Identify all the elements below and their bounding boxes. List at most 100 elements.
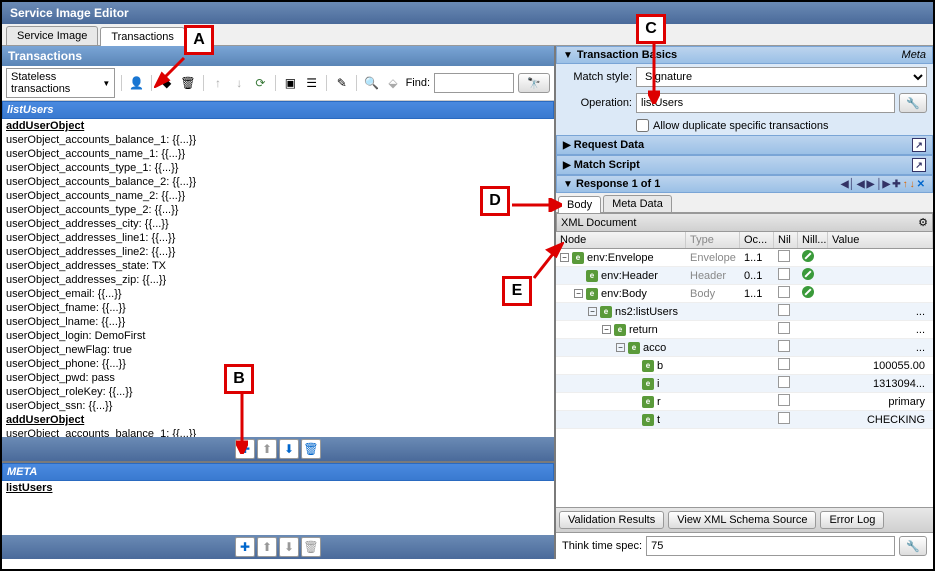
meta-header[interactable]: META (2, 463, 554, 481)
meta-toolbar: ✚ ⬆ ⬇ 🗑 (2, 535, 554, 559)
tx-list-header[interactable]: listUsers (2, 101, 554, 119)
tx-item[interactable]: userObject_accounts_balance_2: {{...}} (2, 175, 554, 189)
operation-label: Operation: (562, 97, 632, 109)
tab-meta-data[interactable]: Meta Data (603, 195, 672, 212)
xml-document-header: XML Document ⚙ (556, 213, 933, 232)
match-script-section[interactable]: ▶ Match Script ↗ (556, 155, 933, 175)
transaction-basics-header[interactable]: ▼Transaction Basics Meta (556, 46, 933, 64)
tx-item[interactable]: userObject_roleKey: {{...}} (2, 385, 554, 399)
xml-grid-row[interactable]: −eacco... (556, 339, 933, 357)
think-time-input[interactable] (646, 536, 895, 556)
meta-add-icon[interactable]: ✚ (235, 537, 255, 557)
think-time-row: Think time spec: 🔧 (556, 532, 933, 559)
meta-list[interactable]: listUsers (2, 481, 554, 535)
down-arrow-icon[interactable]: ↓ (231, 73, 248, 93)
callout-a: A (184, 25, 214, 55)
match-style-select[interactable]: Signature (636, 67, 927, 87)
tx-mode-dropdown[interactable]: Stateless transactions▼ (6, 68, 115, 98)
tab-body[interactable]: Body (558, 196, 601, 213)
error-log-button[interactable]: Error Log (820, 511, 884, 529)
think-wrench-button[interactable]: 🔧 (899, 536, 927, 556)
tx-item[interactable]: userObject_addresses_line2: {{...}} (2, 245, 554, 259)
match-style-label: Match style: (562, 71, 632, 83)
xml-grid-header: Node Type Oc... Nil Nill... Value (556, 232, 933, 249)
popout-icon[interactable]: ↗ (912, 158, 926, 172)
tx-item[interactable]: userObject_accounts_balance_1: {{...}} (2, 427, 554, 437)
find-input[interactable] (434, 73, 514, 93)
tx-item[interactable]: addUserObject (2, 413, 554, 427)
up-arrow-icon[interactable]: ↑ (209, 73, 226, 93)
find-label: Find: (406, 77, 430, 89)
xml-grid-row[interactable]: −ens2:listUsers... (556, 303, 933, 321)
xml-button-row: Validation Results View XML Schema Sourc… (556, 507, 933, 532)
person-icon[interactable]: 👤 (128, 73, 145, 93)
xml-grid-row[interactable]: erprimary (556, 393, 933, 411)
tab-transactions[interactable]: Transactions (100, 27, 185, 46)
allow-duplicate-checkbox[interactable] (636, 119, 649, 132)
xml-grid-row[interactable]: ei1313094... (556, 375, 933, 393)
tx-item[interactable]: userObject_fname: {{...}} (2, 301, 554, 315)
tx-item[interactable]: userObject_accounts_type_2: {{...}} (2, 203, 554, 217)
callout-e: E (502, 276, 532, 306)
meta-delete-icon[interactable]: 🗑 (301, 537, 321, 557)
window-title: Service Image Editor (2, 2, 933, 24)
tx-item[interactable]: userObject_lname: {{...}} (2, 315, 554, 329)
callout-c: C (636, 14, 666, 44)
transactions-toolbar: Stateless transactions▼ 👤 ◆ 🗑 ↑ ↓ ⟳ ▣ ☰ … (2, 66, 554, 101)
search-icon[interactable]: 🔍 (363, 73, 380, 93)
tab-service-image[interactable]: Service Image (6, 26, 98, 45)
xml-grid-row[interactable]: −eenv:BodyBody1..1 (556, 285, 933, 303)
view-schema-button[interactable]: View XML Schema Source (668, 511, 816, 529)
validation-results-button[interactable]: Validation Results (559, 511, 664, 529)
xml-grid-row[interactable]: eb100055.00 (556, 357, 933, 375)
response-sub-tabs: Body Meta Data (556, 193, 933, 213)
tx-item[interactable]: userObject_newFlag: true (2, 343, 554, 357)
xml-grid-row[interactable]: eenv:HeaderHeader0..1 (556, 267, 933, 285)
tx-item[interactable]: userObject_accounts_balance_1: {{...}} (2, 133, 554, 147)
move-down-icon[interactable]: ⬇ (279, 439, 299, 459)
tx-item[interactable]: userObject_addresses_line1: {{...}} (2, 231, 554, 245)
tx-item[interactable]: userObject_accounts_type_1: {{...}} (2, 161, 554, 175)
binoculars-button[interactable]: 🔭 (518, 73, 550, 93)
response-section[interactable]: ▼ Response 1 of 1 ◀│◀▶│▶✚↑↓✕ (556, 175, 933, 193)
allow-duplicate-label: Allow duplicate specific transactions (653, 120, 927, 132)
tx-item[interactable]: userObject_addresses_zip: {{...}} (2, 273, 554, 287)
gear-icon[interactable]: ⚙ (918, 216, 928, 229)
tx-item[interactable]: userObject_accounts_name_2: {{...}} (2, 189, 554, 203)
callout-b: B (224, 364, 254, 394)
tx-item[interactable]: userObject_phone: {{...}} (2, 357, 554, 371)
meta-item[interactable]: listUsers (2, 481, 554, 495)
tx-item[interactable]: userObject_pwd: pass (2, 371, 554, 385)
tx-item[interactable]: userObject_addresses_state: TX (2, 259, 554, 273)
response-nav[interactable]: ◀│◀▶│▶✚↑↓✕ (840, 178, 926, 190)
popout-icon[interactable]: ↗ (912, 138, 926, 152)
meta-down-icon[interactable]: ⬇ (279, 537, 299, 557)
transactions-section-header: Transactions (2, 46, 554, 66)
xml-grid-body[interactable]: −eenv:EnvelopeEnvelope1..1eenv:HeaderHea… (556, 249, 933, 507)
tx-item[interactable]: userObject_accounts_name_1: {{...}} (2, 147, 554, 161)
tx-item[interactable]: userObject_email: {{...}} (2, 287, 554, 301)
main-tabs: Service Image Transactions (2, 24, 933, 46)
list-icon[interactable]: ☰ (303, 73, 320, 93)
tx-list-toolbar: ✚ ⬆ ⬇ 🗑 (2, 437, 554, 461)
xml-grid-row[interactable]: −ereturn... (556, 321, 933, 339)
operation-wrench-button[interactable]: 🔧 (899, 93, 927, 113)
move-up-icon[interactable]: ⬆ (257, 439, 277, 459)
request-data-section[interactable]: ▶ Request Data ↗ (556, 135, 933, 155)
refresh-icon[interactable]: ⟳ (252, 73, 269, 93)
meta-up-icon[interactable]: ⬆ (257, 537, 277, 557)
operation-input[interactable] (636, 93, 895, 113)
callout-d: D (480, 186, 510, 216)
xml-grid-row[interactable]: −eenv:EnvelopeEnvelope1..1 (556, 249, 933, 267)
tx-item[interactable]: addUserObject (2, 119, 554, 133)
tx-item[interactable]: userObject_ssn: {{...}} (2, 399, 554, 413)
think-time-label: Think time spec: (562, 540, 642, 552)
xml-grid-row[interactable]: etCHECKING (556, 411, 933, 429)
tx-list[interactable]: addUserObjectuserObject_accounts_balance… (2, 119, 554, 437)
tx-item[interactable]: userObject_login: DemoFirst (2, 329, 554, 343)
tx-item[interactable]: userObject_addresses_city: {{...}} (2, 217, 554, 231)
collapse-icon[interactable]: ▣ (282, 73, 299, 93)
delete-row-icon[interactable]: 🗑 (301, 439, 321, 459)
filter-icon[interactable]: ⬙ (384, 73, 401, 93)
edit-icon[interactable]: ✎ (333, 73, 350, 93)
